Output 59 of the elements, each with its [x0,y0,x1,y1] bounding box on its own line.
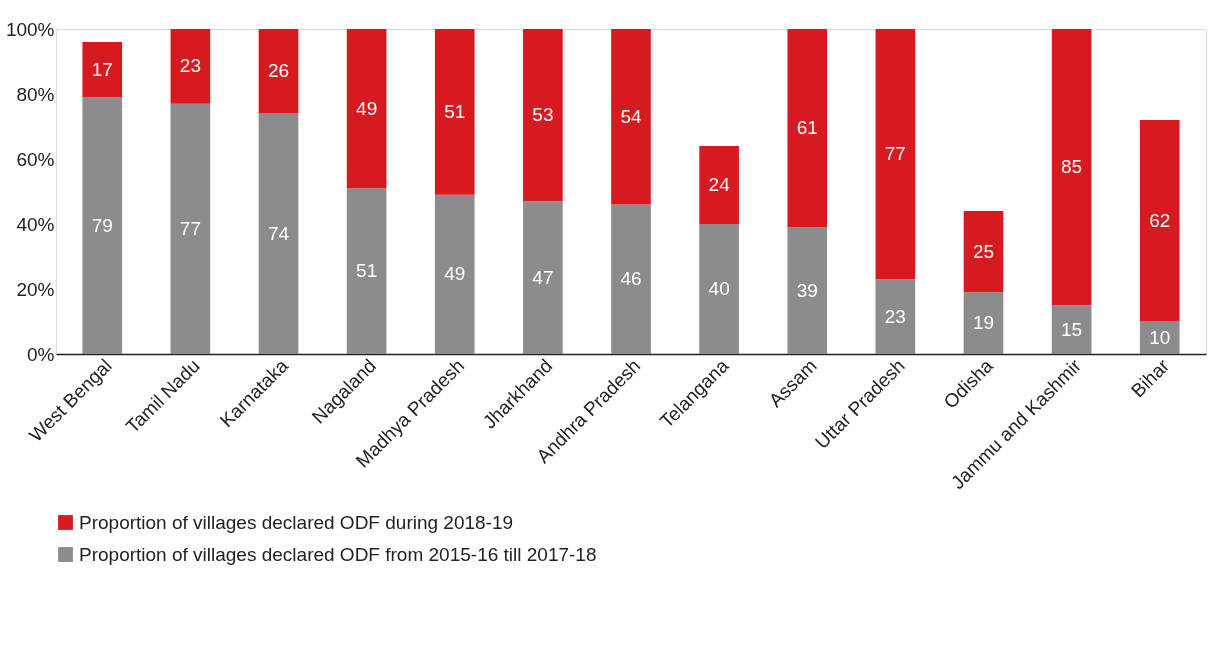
bar [699,224,739,354]
bar [82,97,123,354]
data-label: 24 [708,174,731,195]
bar [1051,29,1092,306]
data-label: 49 [356,97,378,119]
bar [963,292,1004,354]
bar [875,279,916,354]
data-label: 23 [884,305,906,327]
data-label: 51 [444,100,466,122]
bar [434,29,475,195]
data-label: 53 [532,104,554,126]
bar [1051,305,1092,354]
y-tick-label: 80% [16,83,55,105]
bar [170,29,211,104]
y-tick-label: 60% [16,148,55,170]
data-label: 39 [796,279,818,301]
bar [787,227,828,354]
y-tick-label: 40% [16,213,55,235]
data-label: 74 [267,222,290,244]
bar [523,201,563,354]
data-label: 54 [620,105,642,127]
data-label: 51 [356,260,378,282]
legend-label: Proportion of villages declared ODF from 2015-16 till 2017-18 [79,543,597,565]
bar [699,146,739,224]
data-label: 25 [972,240,995,262]
bar [82,42,123,98]
data-label: 62 [1149,209,1171,231]
data-label: 10 [1149,326,1171,348]
data-label: 79 [91,214,113,236]
data-label: 77 [884,143,906,165]
bar [611,204,651,354]
legend-label: Proportion of villages declared ODF during 2018-19 [79,511,514,533]
bar [963,211,1004,293]
bar [258,29,299,114]
bar [523,29,563,202]
data-label: 40 [708,278,730,299]
bar [346,29,387,189]
data-label: 47 [532,266,554,288]
data-label: 23 [179,55,201,77]
bar [1139,120,1180,322]
bar [611,29,651,205]
data-label: 46 [620,268,642,290]
bar [787,29,828,228]
bar [170,103,211,354]
data-label: 15 [1061,318,1083,340]
y-tick-label: 0% [27,343,55,365]
bar [875,29,916,280]
data-label: 85 [1061,156,1083,178]
data-label: 61 [796,117,818,139]
data-label: 49 [444,263,466,285]
data-label: 19 [972,312,995,334]
data-label: 77 [179,217,201,239]
data-label: 26 [267,60,290,82]
bar [258,113,299,354]
y-tick-label: 20% [16,278,55,300]
bar [434,194,475,354]
data-label: 17 [91,58,113,80]
y-tick-label: 100% [5,18,55,40]
bar [346,188,387,354]
